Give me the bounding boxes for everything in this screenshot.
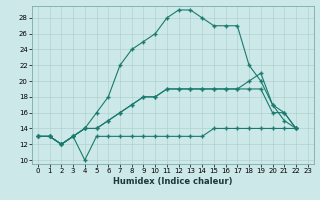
- X-axis label: Humidex (Indice chaleur): Humidex (Indice chaleur): [113, 177, 233, 186]
